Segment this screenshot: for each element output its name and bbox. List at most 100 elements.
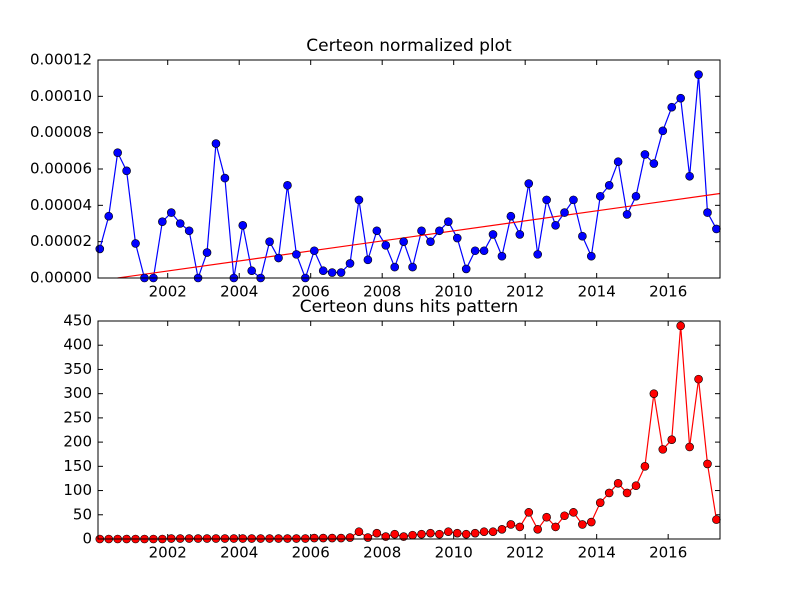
data-point [694,374,703,384]
x-tick-label: 2016 [649,544,687,562]
y-tick-label: 0.00006 [30,160,92,178]
data-point [622,210,632,219]
data-point [417,529,426,539]
data-point [390,262,400,272]
data-point [667,435,677,444]
data-point [622,488,632,498]
data-point [452,528,462,538]
x-tick-label: 2002 [149,283,187,301]
data-point [113,148,122,157]
x-tick-label: 2004 [220,544,258,562]
data-point [435,226,444,236]
data-point [381,241,391,250]
data-point [488,230,498,239]
y-tick-label: 0.00000 [30,269,92,287]
y-tick-label: 0 [82,530,92,548]
x-tick-label: 2014 [578,544,616,562]
data-point [175,219,185,228]
data-point [587,251,596,261]
data-point [488,527,498,537]
data-point [604,181,614,190]
y-tick-label: 250 [63,408,92,426]
data-point [265,237,274,246]
data-point [551,221,560,230]
data-point [604,488,614,498]
data-point [506,520,516,529]
x-tick-label: 2012 [506,544,544,562]
data-point [220,173,230,183]
data-line [99,74,717,281]
data-point [363,255,373,265]
x-tick-label: 2006 [292,283,330,301]
data-point [587,517,596,527]
data-point [515,522,525,532]
data-point [640,462,650,471]
data-point [470,528,480,538]
data-point [309,246,319,256]
data-point [542,195,551,205]
data-point [560,511,569,521]
data-point [497,525,507,534]
data-point [327,533,337,543]
y-tick-label: 150 [63,457,92,475]
data-point [336,268,346,277]
y-tick-label: 400 [63,336,92,354]
data-point [676,93,685,103]
data-point [712,515,721,524]
data-point [703,459,712,469]
data-point [336,533,346,543]
data-point [363,533,373,542]
data-point [309,533,319,543]
data-point [694,70,703,79]
data-point [649,159,659,168]
data-point [578,520,587,529]
x-tick-label: 2012 [506,283,544,301]
data-point [238,221,248,230]
data-point [417,226,426,236]
data-point [712,224,721,234]
data-point [158,217,167,226]
y-tick-label: 300 [63,384,92,402]
data-point [515,230,525,239]
x-tick-label: 2010 [435,544,473,562]
data-point [595,498,605,507]
data-point [372,528,382,538]
data-point [497,251,507,261]
data-point [426,528,435,538]
y-tick-label: 200 [63,433,92,451]
data-point [533,525,542,534]
data-point [524,508,534,517]
trend-line [117,192,721,279]
data-point [658,126,668,136]
data-point [703,208,712,217]
data-point [354,195,364,205]
data-point [372,226,382,236]
data-point [211,139,221,148]
y-tick-label: 0.00012 [30,51,92,69]
data-point [676,321,685,331]
y-tick-label: 0.00002 [30,232,92,250]
data-point [685,442,694,452]
plot-frame [97,59,721,279]
x-tick-label: 2004 [220,283,258,301]
data-point [533,250,542,259]
data-point [640,150,650,159]
data-point [444,217,453,226]
y-tick-label: 0.00008 [30,123,92,141]
data-point [327,268,337,277]
y-tick-label: 350 [63,360,92,378]
y-tick-label: 0.00004 [30,196,92,214]
data-point [631,191,641,201]
data-point [292,250,301,259]
x-tick-label: 2008 [363,283,401,301]
data-point [318,266,328,276]
data-point [461,529,471,539]
data-point [399,237,408,246]
data-point [354,527,364,537]
data-point [569,195,578,205]
x-tick-label: 2016 [649,283,687,301]
data-point [506,211,516,221]
data-point [166,208,176,217]
x-tick-label: 2002 [149,544,187,562]
